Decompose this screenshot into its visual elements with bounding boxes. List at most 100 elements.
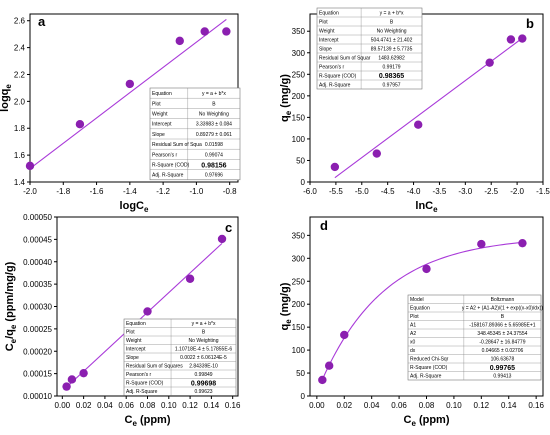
table-value: 0.0022 ± 6.06124E-5 [180, 355, 227, 361]
table-value: 0.99849 [194, 372, 212, 378]
table-key: Intercept [152, 122, 172, 128]
x-tick-label: 0.16 [528, 401, 544, 410]
data-point [185, 274, 195, 283]
table-value: 1483.62982 [378, 55, 405, 61]
fit-stats-table: Equation y = a + b*x Plot B Weight No Weighti… [316, 7, 423, 90]
fit-stats-table: Equation y = a + b*x Plot B Weight No Weighti… [123, 318, 237, 396]
table-value: 2.84339E-10 [189, 363, 218, 369]
y-tick-label: 0 [301, 392, 306, 401]
table-value: No Weighting [199, 112, 229, 118]
fit-line [66, 242, 223, 388]
table-value: 0.99698 [191, 380, 216, 387]
table-value: 0.99074 [205, 152, 223, 158]
table-key: Plot [319, 19, 328, 25]
x-tick-label: 0.06 [391, 401, 407, 410]
x-tick-label: 0.02 [336, 401, 352, 410]
y-tick-label: 250 [292, 277, 306, 286]
table-value: 0.99765 [490, 365, 515, 372]
x-tick-label: 0.14 [501, 401, 517, 410]
table-key: Intercept [319, 37, 339, 43]
x-tick-label: -2.5 [484, 187, 498, 196]
y-tick-label: 250 [292, 70, 306, 79]
y-tick-label: 1.6 [14, 151, 26, 160]
data-point [518, 34, 527, 43]
table-value: 106.63678 [491, 356, 515, 362]
x-tick-label: 0.10 [446, 401, 462, 410]
data-point [25, 161, 35, 171]
x-tick-label: 0.06 [118, 401, 134, 410]
x-tick-label: -2.0 [23, 187, 37, 196]
table-value: 0.97957 [383, 82, 401, 88]
x-tick-label: 0.16 [225, 401, 241, 410]
y-tick-label: 0.00025 [23, 325, 52, 334]
table-key: Equation [152, 91, 172, 97]
data-point [477, 239, 486, 249]
y-tick-label: 50 [296, 156, 305, 165]
table-value: y = A2 + (A1-A2)/(1 + exp((x-x0)/dx)) [462, 305, 543, 311]
data-point [175, 36, 184, 46]
x-tick-label: -4.5 [381, 187, 395, 196]
data-point [506, 35, 516, 44]
y-tick-label: 2.4 [14, 44, 26, 53]
data-point [222, 27, 231, 36]
table-key: x0 [410, 339, 416, 345]
y-tick-label: 300 [292, 254, 306, 263]
table-box [149, 87, 241, 181]
data-point [75, 120, 85, 129]
y-tick-label: 1.4 [14, 178, 26, 187]
table-key: Equation [319, 10, 339, 16]
x-tick-label: -1.0 [190, 187, 204, 196]
x-axis-title: lnCe [415, 200, 438, 214]
table-value: 0.98365 [379, 73, 404, 80]
data-point [518, 238, 527, 248]
table-key: R-Square (COD) [410, 365, 448, 371]
x-axis-title: logCe [120, 200, 149, 214]
x-tick-label: -1.6 [90, 187, 104, 196]
panel-letter: b [526, 16, 534, 31]
data-point [318, 375, 327, 385]
table-key: R-Square (COD) [152, 163, 190, 169]
x-axis-title: Ce (ppm) [403, 414, 449, 428]
data-point [143, 307, 152, 316]
table-key: Equation [126, 321, 146, 327]
x-tick-label: -3.5 [433, 187, 447, 196]
x-tick-label: 0.12 [182, 401, 198, 410]
table-value: No Weighting [189, 338, 219, 344]
y-tick-label: 0.00050 [23, 213, 52, 222]
y-tick-label: 2.0 [14, 97, 26, 106]
table-key: Slope [319, 46, 332, 52]
y-tick-label: 300 [292, 49, 306, 58]
plot-frame [309, 13, 544, 183]
fit-stats-table: Equation y = a + b*x Plot B Weight No Weighti… [149, 87, 241, 181]
table-key: A1 [410, 322, 416, 328]
x-tick-label: -0.8 [223, 187, 237, 196]
y-tick-label: 200 [292, 92, 306, 101]
data-point [324, 361, 334, 370]
y-tick-label: 1.8 [14, 124, 26, 133]
x-tick-label: 0.08 [140, 401, 156, 410]
y-axis-title: Ce/qe (ppm/mg/g) [4, 261, 18, 351]
y-tick-label: 2.2 [14, 70, 26, 79]
table-value: B [501, 314, 505, 320]
table-value: 1.10718E-4 ± 5.17855E-6 [175, 346, 232, 352]
panel-a: -2.0 -1.8 -1.6 -1.4 -1.2 -1.0 -0.8 1.4 1.6 1.8 2.0… [0, 13, 241, 214]
table-value: B [212, 101, 216, 107]
y-tick-label: 150 [292, 323, 306, 332]
table-key: Plot [152, 101, 161, 107]
table-value: y = a + b*x [202, 91, 226, 97]
x-tick-label: -1.8 [56, 187, 70, 196]
table-key: Pearson's r [126, 372, 151, 378]
x-tick-label: -1.2 [156, 187, 170, 196]
table-value: 0.99623 [194, 389, 212, 395]
table-value: 348.45345 ± 24.37554 [477, 331, 527, 337]
panel-letter: a [38, 14, 46, 29]
table-value: 0.97696 [205, 173, 223, 179]
y-tick-label: 0.00030 [23, 303, 52, 312]
data-point [217, 234, 227, 244]
table-key: Pearson's r [319, 64, 344, 70]
x-tick-label: -3.0 [458, 187, 472, 196]
table-value: 0.89279 ± 0.061 [196, 132, 232, 138]
table-key: Plot [410, 314, 419, 320]
y-axis-title: logqe [0, 84, 13, 112]
